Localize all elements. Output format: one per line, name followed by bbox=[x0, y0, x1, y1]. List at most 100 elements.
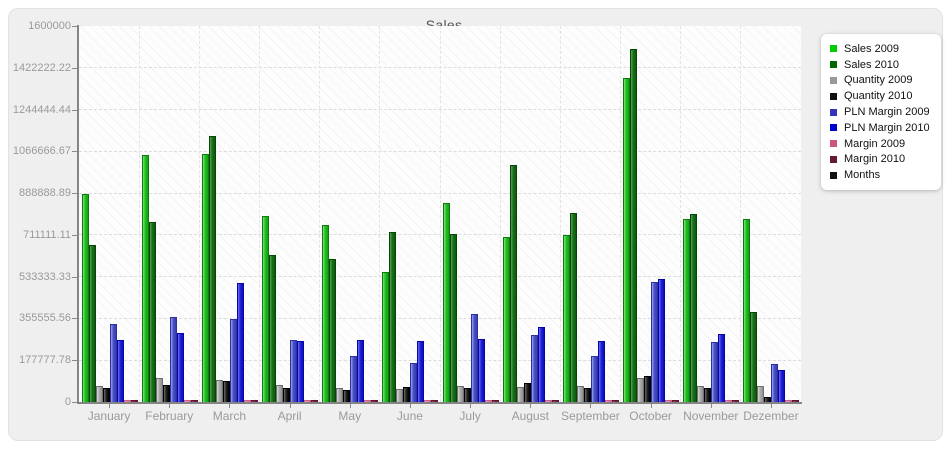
bar-margin-2010 bbox=[732, 400, 740, 402]
bar-quantity-2010 bbox=[283, 388, 291, 402]
bar-pln-margin-2009 bbox=[590, 356, 598, 402]
v-gridline bbox=[499, 26, 501, 402]
x-axis-tick bbox=[530, 404, 532, 408]
bar-quantity-2010 bbox=[162, 385, 170, 402]
bar-margin-2009 bbox=[123, 400, 131, 402]
x-axis-label: February bbox=[145, 409, 194, 423]
bar-margin-2010 bbox=[431, 400, 439, 402]
bar-pln-margin-2009 bbox=[410, 363, 418, 402]
bar-margin-2010 bbox=[250, 400, 258, 402]
bar-quantity-2010 bbox=[463, 388, 471, 402]
bar-quantity-2009 bbox=[336, 388, 344, 402]
bar-quantity-2010 bbox=[222, 381, 230, 402]
bar-pln-margin-2009 bbox=[109, 324, 117, 402]
legend-label: PLN Margin 2010 bbox=[844, 121, 930, 134]
y-axis-tick bbox=[72, 234, 77, 236]
bar-pln-margin-2010 bbox=[176, 333, 184, 402]
bar-pln-margin-2009 bbox=[530, 335, 538, 402]
legend-label: Sales 2010 bbox=[844, 58, 900, 71]
legend-swatch bbox=[830, 108, 837, 116]
legend: Sales 2009 Sales 2010 Quantity 2009 Quantit… bbox=[821, 34, 941, 191]
y-axis-tick bbox=[72, 360, 77, 362]
v-gridline bbox=[319, 26, 321, 402]
bar-margin-2009 bbox=[665, 400, 673, 402]
x-axis-label: November bbox=[683, 409, 739, 423]
x-axis-label: October bbox=[629, 409, 672, 423]
v-gridline bbox=[439, 26, 441, 402]
bar-pln-margin-2009 bbox=[651, 282, 659, 402]
legend-item: PLN Margin 2009 bbox=[830, 104, 933, 120]
bar-sales-2010 bbox=[569, 213, 577, 402]
bar-sales-2009 bbox=[81, 194, 89, 402]
legend-swatch bbox=[830, 92, 837, 100]
x-axis-label: June bbox=[396, 409, 423, 423]
legend-item: Quantity 2010 bbox=[830, 88, 933, 104]
y-axis-label: 1066666.67 bbox=[12, 145, 71, 158]
bar-pln-margin-2009 bbox=[169, 317, 177, 402]
bar-margin-2010 bbox=[491, 400, 499, 402]
bar-sales-2010 bbox=[88, 245, 96, 402]
bar-quantity-2009 bbox=[276, 385, 284, 402]
bar-pln-margin-2010 bbox=[537, 327, 545, 402]
bar-sales-2009 bbox=[262, 216, 270, 402]
y-axis-tick bbox=[72, 151, 77, 153]
bar-quantity-2009 bbox=[637, 378, 645, 402]
bar-quantity-2010 bbox=[704, 388, 712, 402]
v-gridline bbox=[740, 26, 742, 402]
y-axis-tick bbox=[72, 276, 77, 278]
bar-pln-margin-2009 bbox=[470, 314, 478, 402]
v-gridline bbox=[259, 26, 260, 402]
bar-margin-2010 bbox=[371, 400, 379, 402]
y-axis-label: 1422222.22 bbox=[12, 61, 71, 74]
bar-margin-2009 bbox=[304, 400, 312, 402]
x-axis-tick bbox=[409, 404, 411, 408]
bar-pln-margin-2009 bbox=[350, 356, 358, 402]
bar-sales-2010 bbox=[449, 234, 457, 402]
y-axis-tick bbox=[72, 67, 77, 69]
y-axis-line bbox=[77, 25, 79, 404]
bar-sales-2010 bbox=[690, 214, 698, 402]
bar-quantity-2010 bbox=[644, 376, 652, 402]
bar-pln-margin-2010 bbox=[357, 340, 365, 402]
bar-sales-2009 bbox=[502, 237, 510, 402]
y-axis-label: 1244444.44 bbox=[12, 103, 71, 116]
bar-margin-2009 bbox=[604, 400, 612, 402]
legend-item: Margin 2010 bbox=[830, 152, 933, 168]
y-axis-label: 711111.11 bbox=[23, 228, 71, 241]
bar-sales-2010 bbox=[148, 222, 156, 402]
x-axis-tick bbox=[289, 404, 291, 408]
x-axis-label: January bbox=[87, 409, 131, 423]
bar-sales-2009 bbox=[382, 272, 390, 402]
legend-item: PLN Margin 2010 bbox=[830, 120, 933, 136]
bar-sales-2009 bbox=[683, 219, 691, 402]
x-axis-tick bbox=[229, 404, 231, 408]
y-axis-tick bbox=[72, 402, 77, 403]
bar-quantity-2009 bbox=[215, 380, 223, 402]
bar-pln-margin-2010 bbox=[116, 340, 124, 402]
bar-sales-2010 bbox=[750, 312, 758, 402]
bar-quantity-2010 bbox=[343, 390, 351, 402]
legend-label: Margin 2010 bbox=[844, 153, 906, 166]
bar-margin-2010 bbox=[611, 400, 619, 402]
bar-quantity-2009 bbox=[456, 386, 464, 402]
bar-pln-margin-2010 bbox=[297, 341, 305, 402]
legend-label: Sales 2009 bbox=[844, 42, 900, 55]
bar-sales-2010 bbox=[208, 136, 216, 402]
v-gridline bbox=[620, 26, 621, 402]
x-axis-tick bbox=[169, 404, 171, 408]
legend-item: Margin 2009 bbox=[830, 136, 933, 152]
y-axis-tick bbox=[72, 109, 77, 111]
bar-sales-2009 bbox=[322, 225, 330, 402]
legend-item: Sales 2009 bbox=[830, 41, 933, 57]
bar-sales-2010 bbox=[389, 232, 397, 402]
y-axis-label: 355555.56 bbox=[19, 312, 71, 325]
legend-swatch bbox=[830, 124, 837, 132]
x-axis-tick bbox=[349, 404, 351, 408]
x-axis-tick bbox=[590, 404, 592, 408]
v-gridline bbox=[138, 26, 140, 402]
bar-margin-2010 bbox=[672, 400, 680, 402]
bar-margin-2009 bbox=[243, 400, 251, 402]
bar-pln-margin-2010 bbox=[718, 334, 726, 402]
bar-margin-2009 bbox=[544, 400, 552, 402]
